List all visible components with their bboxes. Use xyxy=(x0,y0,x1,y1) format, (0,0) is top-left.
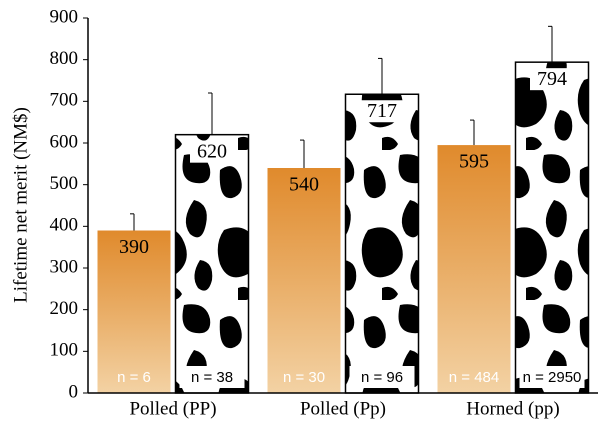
bar xyxy=(176,135,249,393)
y-tick-label: 500 xyxy=(50,173,79,194)
y-tick-label: 100 xyxy=(50,340,79,361)
x-tick-label: Polled (PP) xyxy=(129,398,216,419)
y-axis-label: Lifetime net merit (NM$) xyxy=(10,107,31,303)
y-tick-label: 600 xyxy=(50,131,79,152)
value-label: 595 xyxy=(459,151,489,173)
chart: Lifetime net merit (NM$) 0 100 200 300 400 50… xyxy=(0,0,603,424)
bar xyxy=(268,168,341,393)
value-label: 717 xyxy=(367,100,397,122)
y-tick-label: 800 xyxy=(50,48,79,69)
y-tick-label: 0 xyxy=(69,381,79,402)
value-label: 390 xyxy=(119,236,149,258)
y-tick-label: 300 xyxy=(50,256,79,277)
n-label: n = 2950 xyxy=(523,369,582,386)
value-label: 794 xyxy=(537,68,567,90)
n-label: n = 38 xyxy=(191,369,233,386)
n-label: n = 6 xyxy=(117,369,151,386)
y-tick-label: 200 xyxy=(50,298,79,319)
value-label: 540 xyxy=(289,174,319,196)
y-tick-label: 700 xyxy=(50,90,79,111)
y-tick-label: 900 xyxy=(50,6,79,27)
n-label: n = 484 xyxy=(449,369,499,386)
bar xyxy=(516,62,589,393)
n-label: n = 30 xyxy=(283,369,325,386)
x-tick-label: Horned (pp) xyxy=(466,398,559,419)
x-tick-label: Polled (Pp) xyxy=(300,398,386,419)
bar xyxy=(438,145,511,393)
n-label: n = 96 xyxy=(361,369,403,386)
y-tick-label: 400 xyxy=(50,215,79,236)
bar xyxy=(346,94,419,393)
value-label: 620 xyxy=(197,140,227,162)
